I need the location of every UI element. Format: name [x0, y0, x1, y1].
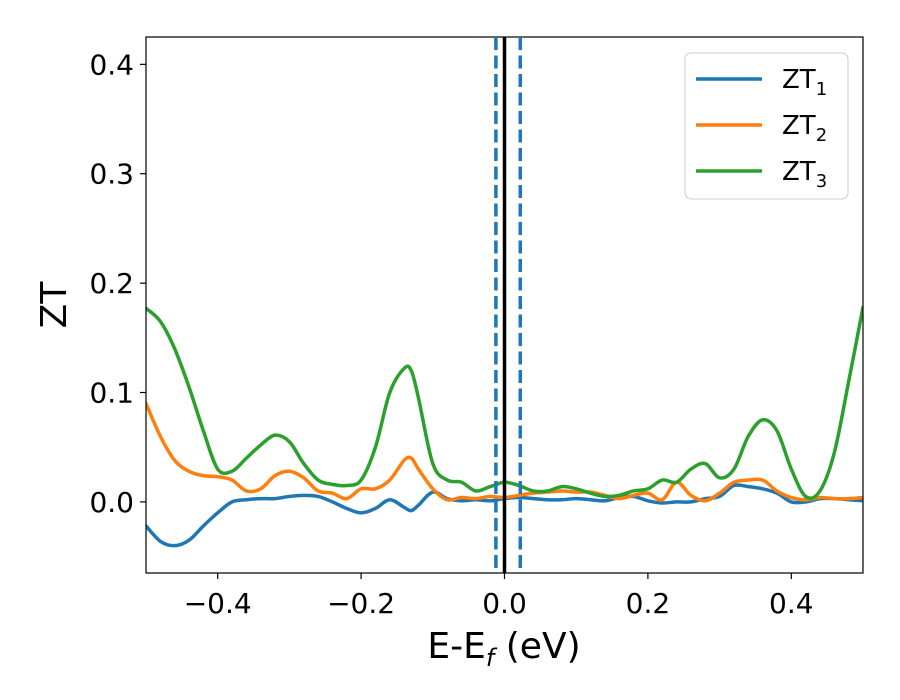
x-tick-label: −0.2: [327, 587, 395, 620]
x-tick-label: 0.0: [482, 587, 527, 620]
y-tick-label: 0.0: [89, 486, 134, 519]
y-tick-label: 0.4: [89, 48, 134, 81]
series-line-3: [146, 305, 863, 500]
y-tick-label: 0.1: [89, 377, 134, 410]
y-tick-label: 0.3: [89, 158, 134, 191]
legend-label-1: ZT1: [782, 65, 827, 100]
legend-label-2: ZT2: [782, 111, 827, 146]
legend-label-3: ZT3: [782, 157, 827, 192]
legend: ZT1 ZT2 ZT3: [684, 52, 849, 200]
x-tick-label: −0.4: [184, 587, 252, 620]
x-axis-label: E-Ef (eV): [427, 626, 580, 672]
x-tick-label: 0.2: [626, 587, 671, 620]
x-tick-label: 0.4: [769, 587, 814, 620]
x-axis: −0.4 −0.2 0.0 0.2 0.4: [184, 573, 814, 620]
legend-box: [684, 52, 849, 200]
reference-lines: [494, 37, 523, 573]
y-tick-label: 0.2: [89, 267, 134, 300]
y-axis-label: ZT: [34, 281, 75, 329]
series-line-2: [146, 401, 863, 503]
y-axis: 0.0 0.1 0.2 0.3 0.4: [89, 48, 146, 519]
